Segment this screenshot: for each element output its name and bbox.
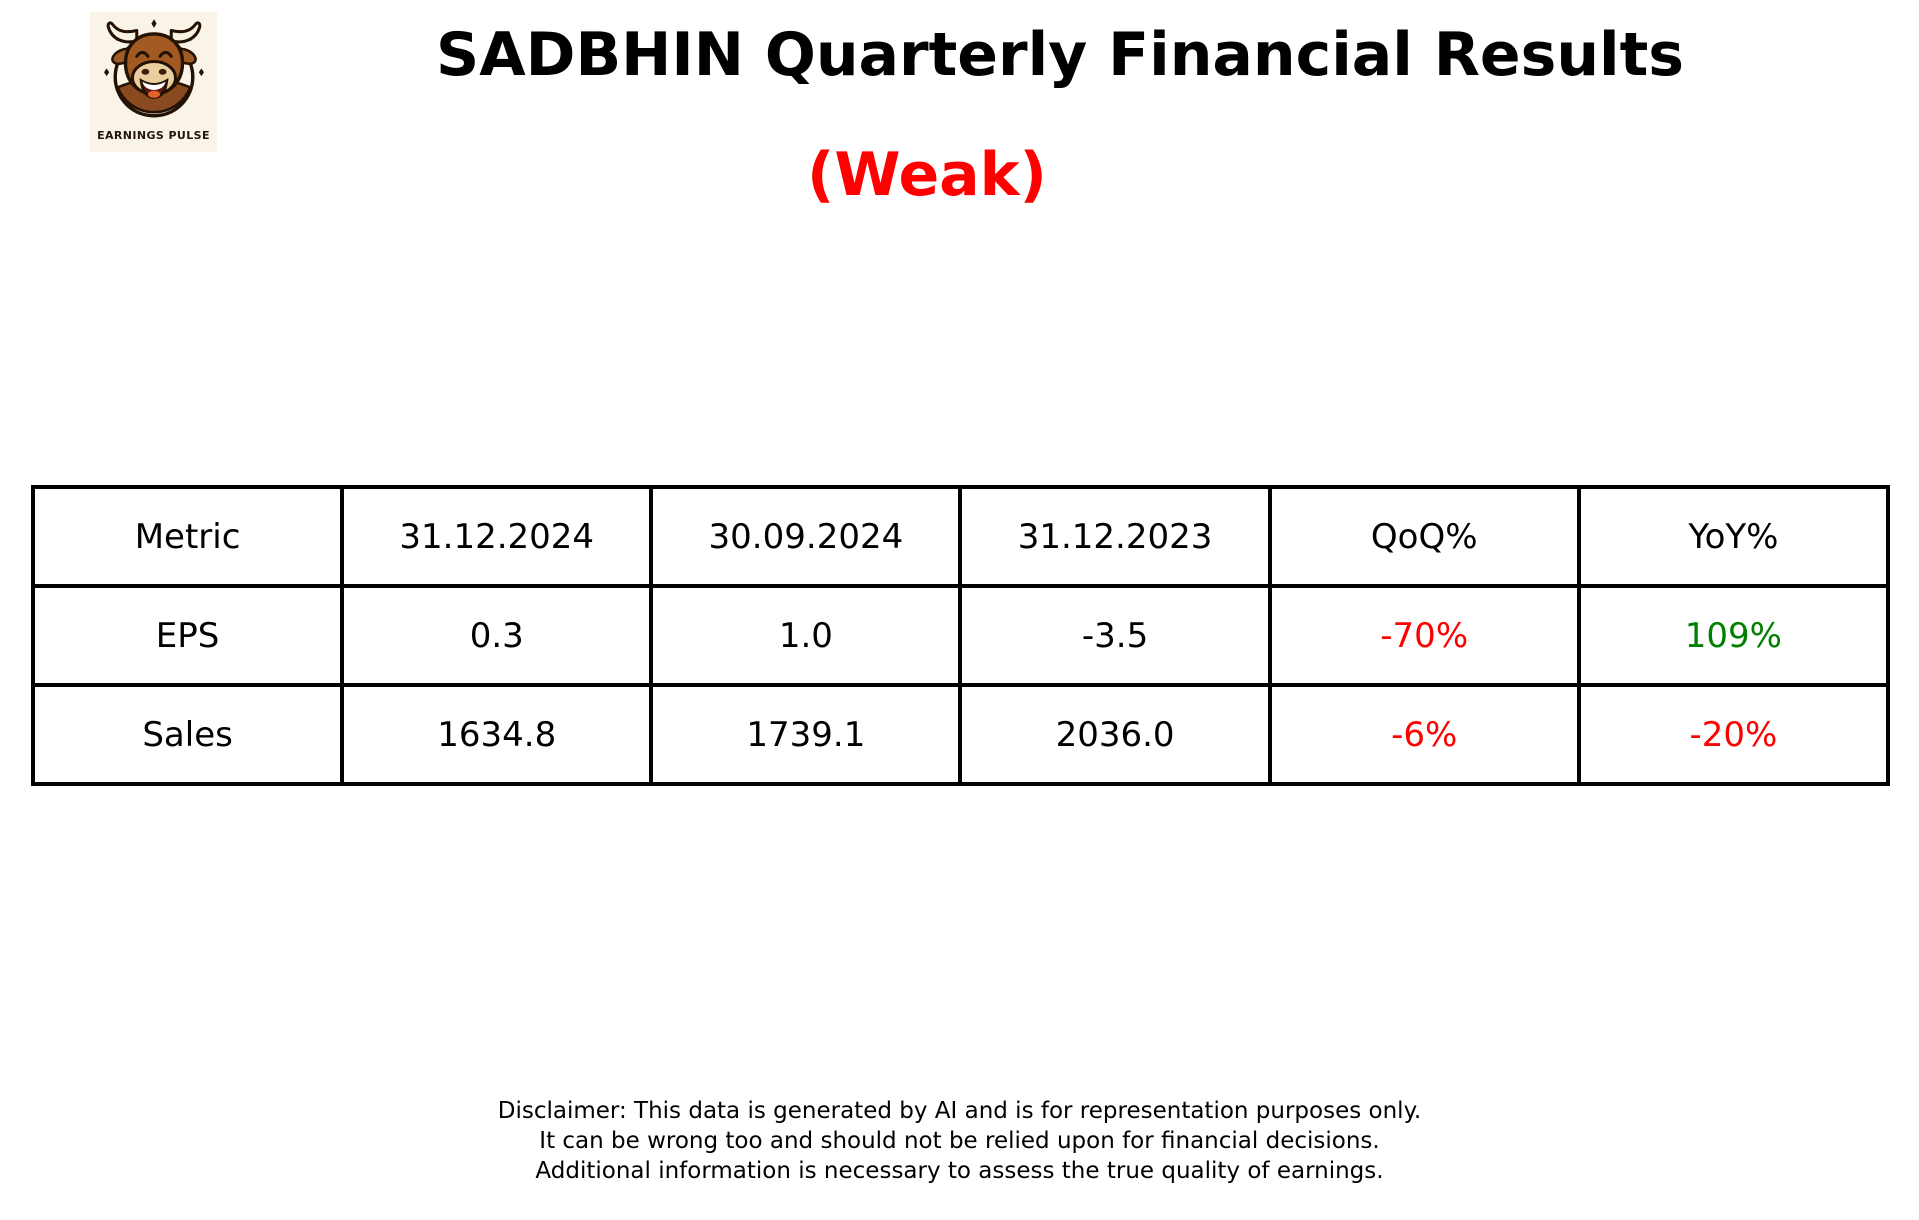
cell-eps-current: 0.3 [340,584,654,687]
table-row-sales: Sales 1634.8 1739.1 2036.0 -6% -20% [30,683,1891,786]
disclaimer: Disclaimer: This data is generated by AI… [0,1096,1919,1186]
header-cell-q-yearago: 31.12.2023 [958,485,1272,588]
cell-sales-current: 1634.8 [340,683,654,786]
disclaimer-line-1: Disclaimer: This data is generated by AI… [497,1098,1422,1124]
header-cell-metric: Metric [30,485,345,588]
cell-eps-previous: 1.0 [649,584,963,687]
header-cell-qoq: QoQ% [1267,485,1581,588]
cell-eps-metric: EPS [30,584,345,687]
disclaimer-line-2: It can be wrong too and should not be re… [539,1128,1380,1154]
cell-eps-qoq: -70% [1267,584,1581,687]
cell-sales-yoy: -20% [1576,683,1891,786]
table-row-eps: EPS 0.3 1.0 -3.5 -70% 109% [30,584,1891,687]
bull-icon [103,19,204,118]
header-cell-q-current: 31.12.2024 [340,485,654,588]
header-cell-yoy: YoY% [1576,485,1891,588]
header-cell-q-previous: 30.09.2024 [649,485,963,588]
cell-sales-qoq: -6% [1267,683,1581,786]
table-header-row: Metric 31.12.2024 30.09.2024 31.12.2023 … [30,485,1891,588]
cell-eps-yearago: -3.5 [958,584,1272,687]
verdict-label: (Weak) [807,140,1047,210]
cell-eps-yoy: 109% [1576,584,1891,687]
financials-table-container: Metric 31.12.2024 30.09.2024 31.12.2023 … [30,485,1891,786]
financials-table: Metric 31.12.2024 30.09.2024 31.12.2023 … [30,485,1891,786]
earnings-pulse-logo: EARNINGS PULSE [90,12,217,152]
cell-sales-metric: Sales [30,683,345,786]
cell-sales-yearago: 2036.0 [958,683,1272,786]
page-title: SADBHIN Quarterly Financial Results [436,20,1684,90]
logo-caption: EARNINGS PULSE [97,129,210,142]
cell-sales-previous: 1739.1 [649,683,963,786]
disclaimer-line-3: Additional information is necessary to a… [535,1158,1384,1184]
